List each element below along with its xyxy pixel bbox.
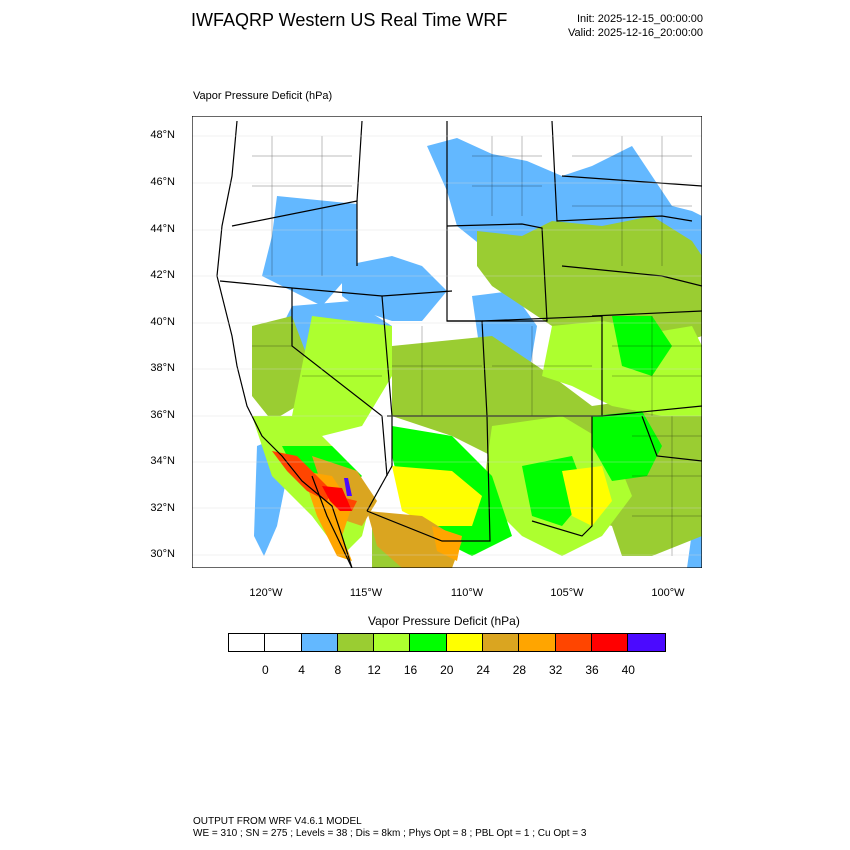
lat-label: 42°N (150, 269, 175, 281)
colorbar-swatch (229, 634, 266, 651)
colorbar-swatch (519, 634, 556, 651)
county-lines (252, 136, 702, 556)
colorbar-swatch (555, 634, 592, 651)
colorbar-tick-label: 0 (261, 663, 269, 677)
footer-model-params: WE = 310 ; SN = 275 ; Levels = 38 ; Dis … (193, 828, 587, 839)
colorbar-swatch (265, 634, 302, 651)
colorbar-swatch (410, 634, 447, 651)
colorbar-swatch (337, 634, 375, 651)
lat-label: 46°N (150, 176, 175, 188)
colorbar-tick-label: 4 (298, 663, 305, 677)
valid-time: Valid: 2025-12-16_20:00:00 (568, 27, 703, 39)
colorbar-tick-label: 28 (512, 663, 527, 677)
colorbar-swatch (628, 634, 665, 651)
vpd-map (192, 116, 702, 568)
lat-label: 44°N (150, 223, 175, 235)
colorbar-tick-label: 8 (334, 663, 342, 677)
colorbar-tick-label: 12 (367, 663, 381, 677)
lon-label: 110°W (450, 587, 484, 599)
colorbar-swatch (374, 634, 411, 651)
colorbar-tick-label: 36 (585, 663, 599, 677)
lat-label: 40°N (150, 316, 175, 328)
vpd-band-40-plus (344, 478, 352, 496)
lon-label: 100°W (651, 587, 685, 599)
lat-label: 38°N (150, 362, 175, 374)
init-time: Init: 2025-12-15_00:00:00 (577, 13, 703, 25)
lat-label: 48°N (150, 129, 175, 141)
lat-label: 34°N (150, 455, 175, 467)
lon-label: 120°W (249, 587, 283, 599)
colorbar-swatch (301, 634, 338, 651)
colorbar-swatch (446, 634, 484, 651)
main-title: IWFAQRP Western US Real Time WRF (191, 10, 508, 30)
lat-label: 32°N (150, 502, 175, 514)
colorbar-tick-label: 16 (403, 663, 418, 677)
vpd-band-24-28 (312, 456, 462, 568)
colorbar-title: Vapor Pressure Deficit (hPa) (368, 614, 520, 628)
lat-label: 30°N (150, 548, 175, 560)
field-label: Vapor Pressure Deficit (hPa) (193, 90, 333, 102)
colorbar-tick-label: 40 (621, 663, 635, 677)
colorbar (228, 633, 666, 652)
lat-label: 36°N (150, 409, 175, 421)
lon-label: 105°W (550, 587, 584, 599)
footer-model-info: OUTPUT FROM WRF V4.6.1 MODEL (193, 816, 362, 827)
colorbar-swatch (483, 634, 520, 651)
colorbar-tick-label: 32 (549, 663, 563, 677)
lon-label: 115°W (349, 587, 383, 599)
colorbar-tick-label: 20 (440, 663, 454, 677)
vpd-band-20-24 (392, 466, 612, 526)
colorbar-tick-label: 24 (476, 663, 490, 677)
colorbar-swatch (591, 634, 629, 651)
graticule (192, 135, 702, 556)
vpd-band-36-40 (322, 486, 352, 511)
